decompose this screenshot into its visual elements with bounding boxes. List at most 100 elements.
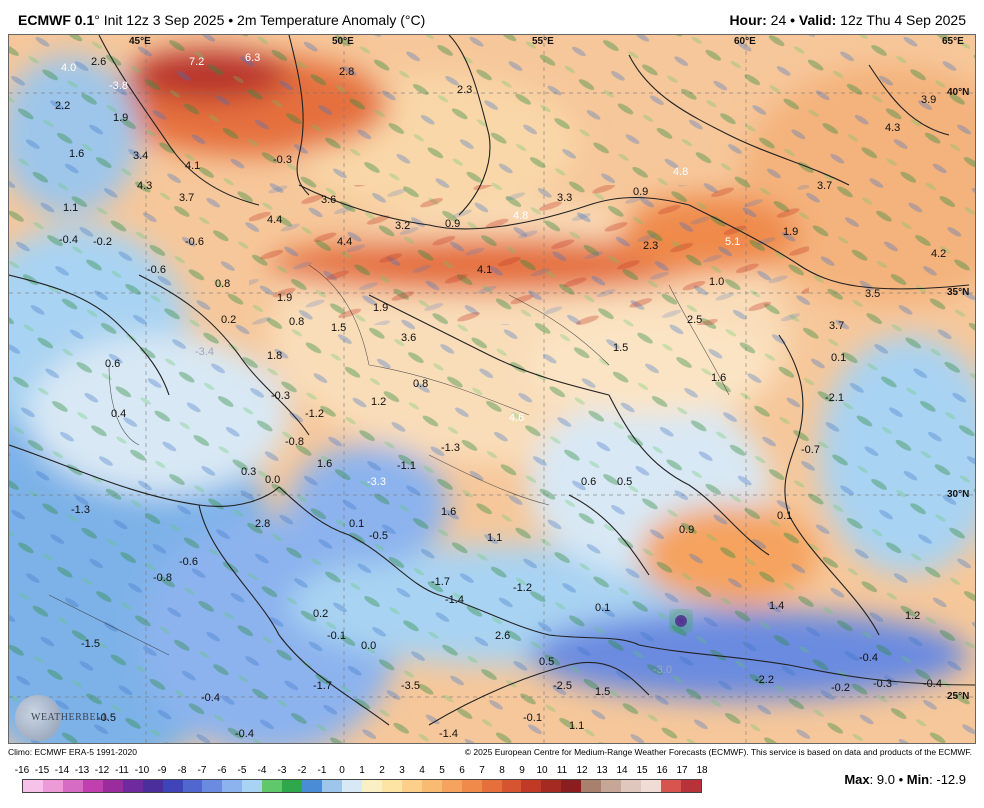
legend-color-cell [501,780,522,792]
valid-time: Hour: 24 • Valid: 12z Thu 4 Sep 2025 [729,12,966,28]
legend-color-cell [102,780,123,792]
legend-tick-label: 12 [576,765,588,776]
anomaly-value: -0.2 [93,236,112,248]
anomaly-value: -0.4 [235,728,254,740]
anomaly-value: -0.8 [285,436,304,448]
legend-color-cell [441,780,462,792]
anomaly-value: 0.1 [831,352,847,364]
anomaly-value: -0.7 [801,444,820,456]
anomaly-value: 0.1 [595,602,611,614]
anomaly-value: 1.1 [63,202,79,214]
anomaly-value: 1.9 [373,302,389,314]
legend-color-cell [23,780,43,792]
legend-tick-label: -15 [34,765,50,776]
lat-label: 30°N [947,489,970,500]
logo-text: WEATHERBELL [31,712,110,723]
legend-color-cell [361,780,382,792]
anomaly-value: -1.4 [445,594,464,606]
anomaly-value: 3.6 [321,194,337,206]
anomaly-value: -0.4 [59,234,78,246]
legend-tick-label: 15 [636,765,648,776]
anomaly-value: 3.7 [817,180,833,192]
legend-tick-label: -6 [217,765,227,776]
anomaly-value: 4.6 [509,412,525,424]
lon-label: 65°E [942,36,964,47]
anomaly-value: 4.1 [185,160,201,172]
lon-label: 60°E [734,36,756,47]
valid-value: 12z Thu 4 Sep 2025 [840,12,966,28]
legend-color-cell [541,780,562,792]
anomaly-value: 0.3 [241,466,257,478]
anomaly-value: -0.4 [923,678,942,690]
anomaly-value: -0.1 [523,712,542,724]
anomaly-map: 45°E 50°E 55°E 60°E 65°E 40°N 35°N 30°N … [8,34,976,744]
legend-tick-label: -7 [197,765,207,776]
legend-tick-label: 13 [596,765,608,776]
legend-color-cell [202,780,223,792]
anomaly-value: 1.1 [569,720,585,732]
legend-tick-label: 2 [379,765,385,776]
legend-color-cell [282,780,303,792]
max-value: 9.0 [876,772,895,787]
chart-title: ECMWF 0.1° Init 12z 3 Sep 2025 • 2m Temp… [18,12,425,28]
anomaly-value: 2.6 [495,630,511,642]
lat-label: 40°N [947,87,970,98]
anomaly-value: 0.5 [539,656,555,668]
legend-color-cell [661,780,681,792]
legend-color-cell [421,780,442,792]
anomaly-value: 4.1 [477,264,493,276]
model-name: ECMWF 0.1 [18,12,95,28]
legend-color-cell [581,780,602,792]
max-label: Max [844,772,870,787]
anomaly-value: -1.3 [441,442,460,454]
hour-value: 24 [770,12,787,28]
legend-tick-label: -2 [297,765,307,776]
anomaly-value: -3.0 [653,664,672,676]
legend-color-cell [162,780,183,792]
lat-label: 25°N [947,691,970,702]
anomaly-value: 3.3 [557,192,573,204]
legend-tick-label: -1 [317,765,327,776]
legend-tick-label: -10 [134,765,150,776]
legend-color-cell [381,780,402,792]
legend-tick-label: -5 [237,765,247,776]
legend-color-cell [222,780,243,792]
anomaly-value: 2.8 [255,518,271,530]
legend-color-cell [521,780,542,792]
logo-globe-icon [15,695,61,741]
anomaly-value: 2.2 [55,100,71,112]
anomaly-value: -0.6 [185,236,204,248]
anomaly-value: -1.2 [305,408,324,420]
anomaly-value: -2.5 [553,680,572,692]
legend-color-cell [461,780,482,792]
anomaly-value: -0.4 [859,652,878,664]
anomaly-value: 4.0 [61,62,77,74]
anomaly-value: 0.0 [361,640,377,652]
anomaly-value: 0.2 [221,314,237,326]
anomaly-value: 0.1 [349,518,365,530]
anomaly-value: 4.4 [267,214,283,226]
anomaly-value: -1.7 [313,680,332,692]
anomaly-value: 0.2 [313,608,329,620]
lon-label: 50°E [332,36,354,47]
anomaly-value: 1.5 [595,686,611,698]
lon-label: 45°E [129,36,151,47]
anomaly-value: -0.3 [273,154,292,166]
anomaly-value: 3.9 [921,94,937,106]
legend-tick-label: 17 [676,765,688,776]
header: ECMWF 0.1° Init 12z 3 Sep 2025 • 2m Temp… [0,0,984,34]
climo-note: Climo: ECMWF ERA-5 1991-2020 [8,747,137,757]
anomaly-value: 2.6 [91,56,107,68]
legend-color-cell [142,780,163,792]
legend-color-cell [561,780,582,792]
min-label: Min [906,772,930,787]
legend-tick-label: -9 [157,765,167,776]
legend-color-cell [601,780,622,792]
lon-label: 55°E [532,36,554,47]
anomaly-value: -3.3 [367,476,386,488]
anomaly-value: 3.4 [133,150,149,162]
hour-label: Hour: [729,12,767,28]
anomaly-value: 4.8 [513,210,529,222]
legend-tick-label: -13 [74,765,90,776]
anomaly-value: -3.5 [401,680,420,692]
